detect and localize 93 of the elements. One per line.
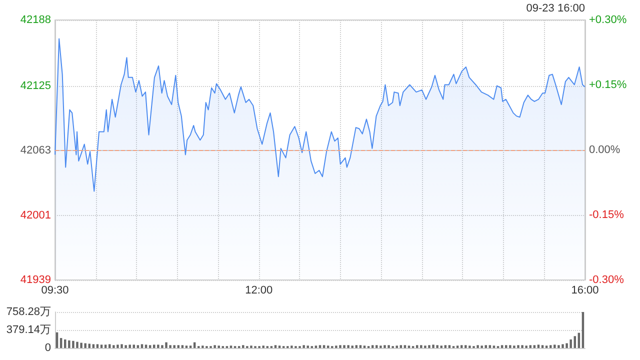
y-tick-label: 42188	[20, 14, 51, 26]
bar	[500, 345, 504, 348]
y-tick-label: 41939	[20, 274, 51, 286]
bar	[582, 312, 584, 348]
y-tick-label: 42063	[20, 144, 51, 157]
bar	[562, 344, 564, 348]
bar	[173, 345, 176, 348]
bar	[359, 345, 362, 348]
bar	[302, 345, 305, 348]
bar	[460, 345, 463, 348]
bar	[84, 343, 86, 348]
bar	[416, 345, 418, 348]
bar	[488, 345, 492, 348]
x-tick-label: 12:00	[245, 284, 273, 296]
bar	[72, 340, 74, 348]
bar	[128, 344, 131, 348]
bar	[108, 344, 111, 348]
bar	[169, 345, 172, 348]
y2-tick-label: -0.30%	[589, 274, 624, 286]
bar	[537, 344, 540, 348]
bar	[436, 345, 438, 348]
bar	[104, 344, 107, 348]
bar	[120, 344, 123, 348]
bar	[570, 339, 572, 348]
bar	[550, 345, 552, 348]
bar	[504, 345, 508, 348]
bar	[476, 345, 479, 348]
x-tick-label: 09:30	[41, 284, 69, 296]
bar	[318, 345, 322, 348]
bar	[112, 345, 115, 348]
bar	[444, 345, 447, 348]
bar	[116, 344, 119, 348]
bar	[68, 340, 70, 348]
bar	[124, 345, 127, 348]
bar	[339, 345, 342, 348]
y-tick-label: 379.14万	[6, 324, 51, 336]
bar	[140, 344, 144, 348]
y2-tick-label: -0.15%	[589, 209, 624, 221]
bar	[464, 345, 467, 348]
bar	[157, 344, 160, 348]
bar	[177, 345, 180, 348]
bar	[181, 345, 184, 348]
bar	[388, 345, 390, 348]
bar	[136, 345, 140, 348]
bar	[529, 345, 532, 348]
bar	[60, 338, 62, 348]
bar	[533, 345, 536, 348]
bar	[76, 342, 78, 348]
bar	[384, 345, 386, 348]
bar	[448, 345, 451, 348]
y-tick-label: 42001	[20, 209, 51, 222]
bar	[132, 344, 136, 348]
bar	[420, 345, 422, 348]
bar	[554, 344, 556, 348]
bar	[428, 345, 430, 348]
bar	[517, 345, 520, 348]
y2-tick-label: +0.30%	[589, 14, 627, 26]
y-tick-label: 42125	[20, 80, 51, 92]
bar	[322, 345, 326, 348]
bar	[148, 345, 152, 348]
y-tick-label: 758.28万	[6, 306, 51, 318]
bar	[100, 344, 103, 348]
bar	[566, 343, 568, 348]
bar	[165, 342, 168, 348]
bar	[355, 345, 358, 348]
bar	[558, 345, 560, 348]
bar	[144, 344, 148, 348]
text: 09-23 16:00	[526, 2, 585, 14]
y2-tick-label: 0.00%	[589, 144, 620, 156]
bar	[96, 344, 99, 348]
bar	[347, 345, 350, 348]
y-tick-label: 0	[44, 342, 51, 354]
bar	[92, 344, 95, 348]
bar	[400, 345, 402, 348]
bar	[432, 344, 434, 348]
bar	[376, 345, 378, 348]
bar	[521, 345, 524, 348]
bar	[161, 345, 164, 348]
bar	[88, 344, 90, 348]
bar	[153, 344, 156, 348]
bar	[574, 336, 576, 348]
y2-tick-label: +0.15%	[589, 79, 627, 91]
bar	[343, 345, 346, 348]
bar	[541, 345, 544, 348]
bar	[242, 345, 244, 348]
bar	[371, 345, 374, 348]
bar	[274, 345, 277, 348]
bar	[214, 345, 216, 348]
bar	[509, 345, 512, 348]
x-tick-label: 16:00	[571, 284, 599, 296]
bar	[484, 345, 487, 348]
bar	[404, 345, 406, 348]
bar	[80, 342, 82, 348]
